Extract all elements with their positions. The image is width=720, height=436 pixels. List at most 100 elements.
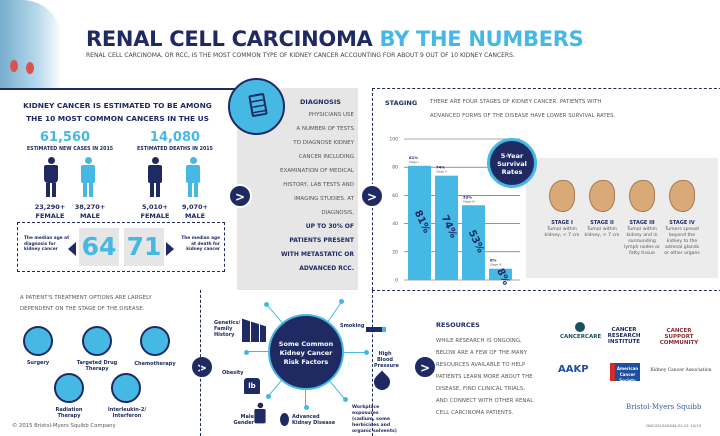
- count: 5,010+: [141, 203, 168, 211]
- left-triangle-icon: [68, 242, 76, 256]
- resources-title: RESOURCES: [436, 321, 480, 329]
- next-arrow-button[interactable]: >: [413, 355, 437, 379]
- stage-desc: Tumor within kidney, < 7 cm: [544, 227, 580, 238]
- acs-logo[interactable]: American Cancer Society: [610, 363, 640, 383]
- y-tick-label: 80: [392, 165, 398, 171]
- title-light: BY THE NUMBERS: [379, 27, 584, 51]
- document-code: ONCUS1502644-01-01 10/15: [646, 423, 702, 428]
- anatomy-illustration: [0, 0, 62, 88]
- male-cases: 38,270+ MALE: [70, 203, 110, 221]
- logo-text: American Cancer Society: [616, 366, 639, 383]
- stage-name: STAGE IV: [669, 220, 695, 226]
- next-arrow-button[interactable]: >: [228, 184, 252, 208]
- next-arrow-button[interactable]: >: [360, 184, 384, 208]
- y-tick-label: 0: [395, 278, 398, 284]
- risk-spoke-dot: [363, 349, 369, 355]
- kidney-stage-illustration: [669, 180, 695, 212]
- stats-heading-line: THE 10 MOST COMMON CANCERS IN THE US: [26, 114, 209, 123]
- stage-name: STAGE I: [551, 220, 573, 226]
- stage-desc: Tumor within kidney, > 7 cm: [584, 227, 620, 238]
- risk-spoke-dot: [343, 396, 349, 402]
- diagnosis-line: HISTORY, LAB TESTS AND: [283, 182, 354, 188]
- median-age-box: [17, 222, 225, 272]
- treatment-text: A PATIENT'S TREATMENT OPTIONS ARE LARGEL…: [20, 293, 152, 315]
- copyright: © 2015 Bristol-Myers Squibb Company: [12, 423, 116, 429]
- bar-top-label: 81%: [409, 155, 418, 160]
- risk-spoke-dot: [263, 302, 269, 307]
- y-tick-label: 60: [392, 193, 398, 199]
- y-tick-label: 20: [392, 249, 398, 255]
- staging-text: THERE ARE FOUR STAGES OF KIDNEY CANCER. …: [430, 96, 615, 123]
- stats-heading: KIDNEY CANCER IS ESTIMATED TO BE AMONG TH…: [0, 99, 235, 125]
- diagnosis-bold-line: WITH METASTATIC OR: [280, 251, 354, 258]
- resources-line: DISEASE, FIND CLINICAL TRIALS,: [436, 386, 526, 392]
- logo-text: CANCERCARE: [560, 334, 602, 340]
- stage-item: STAGE II Tumor within kidney, > 7 cm: [582, 180, 622, 239]
- diagnosis-bold-line: PATIENTS PRESENT: [289, 237, 354, 244]
- logo-text: CANCER RESEARCH INSTITUTE: [607, 327, 641, 345]
- resources-text: WHILE RESEARCH IS ONGOING, BELOW ARE A FE…: [436, 335, 533, 419]
- deaths-value: 14,080: [149, 130, 201, 145]
- treatment-label: Interleukin-2/ Interferon: [107, 407, 147, 419]
- male-figure-icon: [81, 157, 95, 197]
- risk-factor-genetics: Genetics/ Family History: [214, 320, 241, 338]
- stage-item: STAGE I Tumor within kidney, < 7 cm: [542, 180, 582, 239]
- kidney-icon: [280, 413, 289, 426]
- diagnosis-line: DIAGNOSIS,: [321, 210, 354, 216]
- risk-factors-center: Some Common Kidney Cancer Risk Factors: [268, 314, 344, 390]
- risk-factor-male-gender: Male Gender: [233, 414, 255, 426]
- csc-logo[interactable]: CANCER SUPPORT COMMUNITY: [654, 328, 704, 346]
- staging-title: STAGING: [385, 99, 418, 107]
- kidney-highlight: [26, 62, 34, 74]
- risk-factor-smoking: Smoking: [340, 323, 365, 329]
- iv-bag-icon: [140, 326, 170, 356]
- stage-name: STAGE II: [590, 220, 614, 226]
- stage-desc: Tumors spread beyond the kidney to the a…: [664, 227, 700, 256]
- kca-logo[interactable]: Kidney Cancer Association: [646, 368, 716, 374]
- cri-logo[interactable]: CANCER RESEARCH INSTITUTE: [604, 327, 644, 345]
- next-arrow-button[interactable]: >: [190, 355, 214, 379]
- male-gender-icon: [254, 402, 266, 424]
- deaths-label: ESTIMATED DEATHS IN 2015: [137, 147, 213, 152]
- diagnosis-line: A NUMBER OF TESTS: [296, 126, 354, 132]
- new-cases-value: 61,560: [39, 130, 91, 145]
- aakp-logo[interactable]: AAKP: [558, 364, 589, 375]
- kidney-highlight: [10, 60, 18, 72]
- treatment-line: A PATIENT'S TREATMENT OPTIONS ARE LARGEL…: [20, 295, 152, 301]
- molecules-icon: [111, 373, 141, 403]
- stats-heading-line: KIDNEY CANCER IS ESTIMATED TO BE AMONG: [23, 101, 212, 110]
- family-icon: [242, 318, 266, 342]
- count: 23,290+: [34, 203, 66, 211]
- staging-line: ADVANCED FORMS OF THE DISEASE HAVE LOWER…: [430, 112, 616, 119]
- bar-top-label: 74%: [436, 165, 445, 170]
- risk-factor-workplace: Workplace exposures (cadium, some herbic…: [352, 405, 397, 434]
- category-label: Stage III: [463, 199, 475, 203]
- new-cases-label: ESTIMATED NEW CASES IN 2015: [26, 147, 114, 152]
- kidney-stage-illustration: [549, 180, 575, 212]
- risk-factor-kidney-disease: Advanced Kidney Disease: [292, 414, 336, 426]
- risk-spoke-dot: [303, 404, 309, 410]
- stages-panel: [526, 158, 718, 278]
- right-triangle-icon: [166, 242, 174, 256]
- bar-4: [489, 268, 512, 280]
- cancercare-logo[interactable]: CANCERCARE: [560, 322, 602, 340]
- diagnosis-line: CANCER INCLUDING: [298, 154, 354, 160]
- weight-icon: lb: [244, 378, 260, 394]
- stage-name: STAGE III: [629, 220, 655, 226]
- female-figure-icon: [44, 157, 58, 197]
- logo-text: AAKP: [558, 364, 589, 375]
- cigarette-icon: [366, 327, 386, 332]
- risk-factor-obesity: Obesity: [222, 370, 244, 376]
- bms-logo[interactable]: Bristol-Myers Squibb: [626, 404, 701, 411]
- resources-line: AND CONNECT WITH OTHER RENAL: [436, 398, 534, 404]
- radiation-machine-icon: [54, 373, 84, 403]
- divider: [0, 88, 240, 90]
- median-death-label: The median age at death for kidney cance…: [181, 236, 220, 253]
- median-diagnosis-value: 64: [79, 228, 119, 266]
- count: 9,070+: [181, 203, 208, 211]
- bar-top-label: 53%: [463, 194, 472, 199]
- treatment-label: Radiation Therapy: [55, 407, 83, 419]
- page-title: RENAL CELL CARCINOMA BY THE NUMBERS: [86, 27, 584, 51]
- resources-line: RESOURCES AVAILABLE TO HELP: [436, 362, 526, 368]
